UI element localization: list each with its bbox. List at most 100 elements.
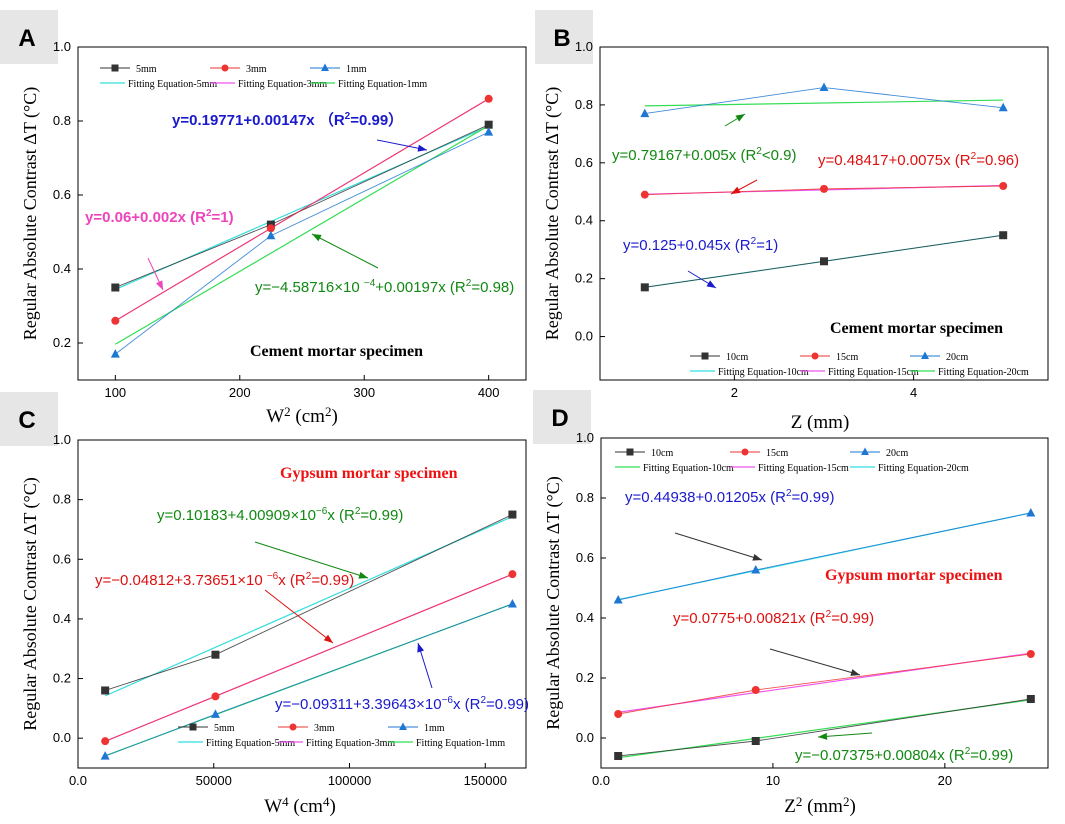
square-marker bbox=[614, 752, 623, 760]
fit-equation: y=0.19771+0.00147x （R2=0.99） bbox=[172, 111, 403, 129]
panel-label-box bbox=[0, 10, 58, 64]
y-tick-label: 0.4 bbox=[53, 261, 71, 276]
y-tick-label: 0.2 bbox=[53, 335, 71, 350]
superscript: 4 bbox=[282, 794, 289, 809]
text-segment: ) bbox=[849, 796, 855, 817]
square-marker bbox=[111, 64, 119, 72]
text-segment: W bbox=[264, 796, 282, 817]
y-axis-label: Regular Absolute Contrast ΔT (°C) bbox=[20, 87, 41, 340]
circle-marker bbox=[751, 686, 760, 694]
superscript: 2 bbox=[796, 794, 803, 809]
legend-label: 3mm bbox=[246, 64, 267, 75]
panel-label-box bbox=[0, 392, 58, 446]
text-segment: =0.99) bbox=[486, 696, 529, 713]
text-segment: Z bbox=[784, 796, 796, 817]
legend-label: 20cm bbox=[886, 448, 908, 459]
circle-marker bbox=[111, 316, 120, 325]
annotation-arrow bbox=[769, 648, 861, 676]
square-marker bbox=[626, 448, 634, 456]
text-segment: y=0.48417+0.0075x (R bbox=[818, 152, 971, 169]
square-marker bbox=[189, 723, 197, 731]
fit-equation: y=0.125+0.045x (R2=1) bbox=[623, 236, 778, 254]
x-axis-label: W2 (cm2) bbox=[266, 404, 338, 427]
legend-fit-label: Fitting Equation-3mm bbox=[238, 79, 327, 90]
legend-label: 20cm bbox=[946, 352, 968, 363]
plot-frame bbox=[600, 437, 1049, 769]
arrow-line bbox=[264, 589, 334, 644]
fit-equation: y=−0.04812+3.73651×10 −6x (R2=0.99) bbox=[95, 571, 354, 589]
triangle-marker bbox=[861, 447, 869, 455]
legend-fit-label: Fitting Equation-5mm bbox=[206, 738, 295, 749]
arrow-line bbox=[674, 532, 763, 561]
arrow-head bbox=[417, 144, 427, 152]
text-segment: (mm bbox=[802, 796, 843, 817]
legend: 5mm 3mm 1mm Fitting Equation-5mm Fitting Equ… bbox=[100, 63, 427, 90]
superscript: −4 bbox=[364, 278, 376, 289]
x-tick-label: 2 bbox=[731, 385, 738, 400]
legend: 5mm 3mm 1mm Fitting Equation-5mm Fitting Equ… bbox=[178, 722, 505, 749]
arrow-head bbox=[312, 234, 322, 242]
text-segment: W bbox=[266, 406, 284, 427]
y-axis-label: Regular Absolute Contrast ΔT (°C) bbox=[543, 476, 564, 729]
text-segment: ) bbox=[329, 796, 335, 817]
triangle-marker bbox=[819, 82, 829, 92]
legend-label: 1mm bbox=[424, 723, 445, 734]
superscript: 2 bbox=[206, 208, 212, 219]
arrow-line bbox=[254, 541, 369, 579]
text-segment: x (R bbox=[278, 572, 306, 589]
y-tick-label: 1.0 bbox=[575, 39, 593, 54]
y-tick-label: 0.8 bbox=[53, 113, 71, 128]
legend-fit-label: Fitting Equation-5mm bbox=[128, 79, 217, 90]
x-tick-label: 0.0 bbox=[69, 773, 87, 788]
text-segment: =0.96) bbox=[976, 152, 1019, 169]
legend-label: 5mm bbox=[214, 723, 235, 734]
square-marker bbox=[640, 283, 649, 292]
arrow-head bbox=[731, 186, 741, 194]
legend-fit-label: Fitting Equation-15cm bbox=[758, 463, 849, 474]
circle-marker bbox=[508, 570, 517, 579]
square-marker bbox=[211, 650, 220, 659]
arrow-head bbox=[818, 732, 828, 740]
square-marker bbox=[508, 510, 517, 519]
x-tick-label: 100000 bbox=[328, 773, 371, 788]
x-tick-label: 0.0 bbox=[592, 773, 610, 788]
text-segment: =0.99) bbox=[360, 507, 403, 524]
legend-label: 10cm bbox=[651, 448, 673, 459]
circle-marker bbox=[820, 184, 828, 193]
text-segment: (cm bbox=[289, 796, 324, 817]
superscript: 2 bbox=[971, 151, 977, 162]
legend-fit-label: Fitting Equation-10cm bbox=[718, 367, 809, 378]
y-tick-label: 0.8 bbox=[53, 492, 71, 507]
arrow-head bbox=[850, 669, 860, 676]
circle-marker bbox=[741, 448, 749, 456]
annotation-arrow bbox=[730, 179, 758, 195]
text-segment: y=−0.07375+0.00804x (R bbox=[795, 747, 965, 764]
legend-label: 1mm bbox=[346, 64, 367, 75]
y-tick-label: 0.6 bbox=[576, 550, 594, 565]
triangle-marker bbox=[613, 595, 623, 604]
triangle-marker bbox=[507, 599, 517, 608]
annotation-arrow bbox=[417, 642, 433, 689]
y-tick-label: 0.4 bbox=[576, 610, 594, 625]
series-line bbox=[115, 124, 489, 288]
legend-fit-label: Fitting Equation-10cm bbox=[643, 463, 734, 474]
text-segment: <0.9) bbox=[762, 147, 797, 164]
superscript: 2 bbox=[480, 695, 486, 706]
text-segment: y=−0.09311+3.39643×10 bbox=[275, 696, 442, 713]
series-line bbox=[115, 131, 489, 355]
annotation-arrow bbox=[376, 139, 428, 152]
series-line bbox=[104, 573, 513, 742]
specimen-label: Cement mortar specimen bbox=[250, 343, 423, 360]
panel-label: A bbox=[18, 25, 35, 52]
annotation-arrow bbox=[264, 589, 334, 644]
x-axis-label: W4 (cm4) bbox=[264, 794, 336, 817]
superscript: 2 bbox=[466, 278, 472, 289]
arrow-head bbox=[706, 280, 716, 288]
x-tick-label: 10 bbox=[766, 773, 780, 788]
y-tick-label: 0.2 bbox=[53, 671, 71, 686]
arrow-head bbox=[752, 553, 762, 561]
annotation-arrow bbox=[817, 732, 873, 740]
superscript: 2 bbox=[826, 609, 832, 620]
